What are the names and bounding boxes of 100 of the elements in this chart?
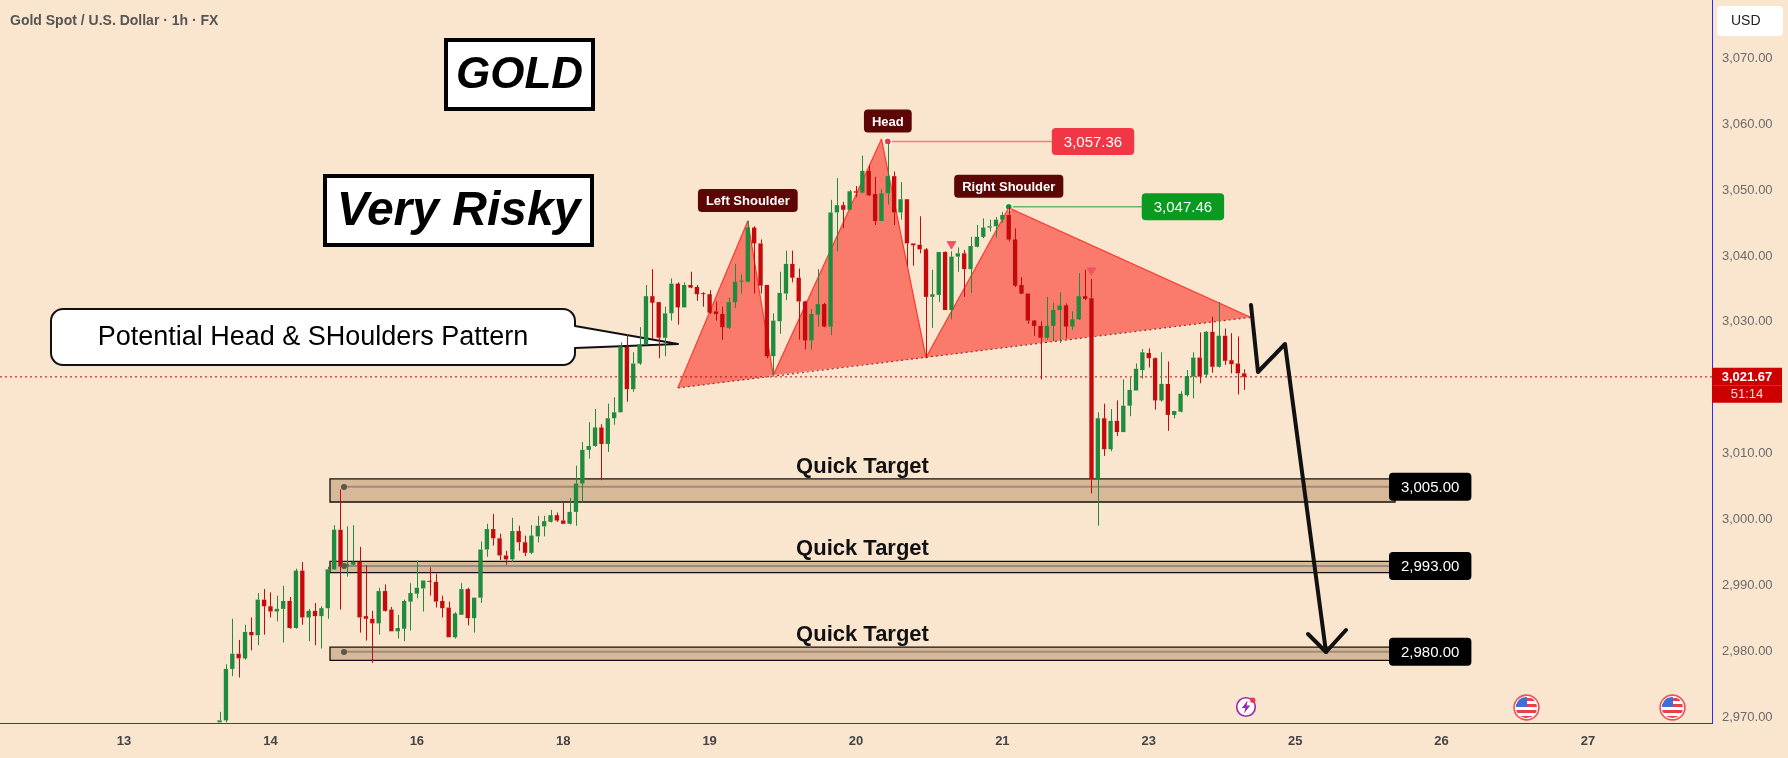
candlestick <box>783 250 789 301</box>
candlestick <box>1108 408 1113 452</box>
candlestick <box>777 271 782 335</box>
candlestick <box>955 246 960 273</box>
text: Gold Spot / U.S. Dollar · 1h · FX <box>10 11 220 28</box>
text: 51:14 <box>1730 385 1764 401</box>
candlestick <box>1070 310 1075 331</box>
candlestick <box>325 566 330 620</box>
annotation: Head <box>871 113 904 129</box>
candlestick <box>618 341 623 413</box>
candlestick <box>510 517 515 563</box>
candlestick <box>758 238 763 295</box>
candlestick <box>968 236 973 294</box>
candlestick <box>236 639 241 678</box>
candlestick <box>1114 399 1120 437</box>
x-tick-label: 19 <box>702 733 717 749</box>
candlestick <box>459 582 464 615</box>
y-tick-label: 2,970.00 <box>1722 709 1773 725</box>
candlestick <box>440 595 445 618</box>
y-tick-label: 3,050.00 <box>1722 181 1773 197</box>
candlestick <box>408 582 413 632</box>
candlestick <box>860 155 865 194</box>
candlestick <box>484 523 490 558</box>
band-label: Quick Target <box>796 452 930 478</box>
candlestick <box>1222 328 1228 366</box>
x-tick-label: 16 <box>409 733 425 749</box>
annotation: GOLD <box>456 47 583 97</box>
band-label: Quick Target <box>796 621 930 647</box>
y-tick-label: 3,070.00 <box>1722 49 1773 65</box>
candlestick <box>300 561 305 626</box>
candlestick <box>548 509 553 523</box>
candlestick <box>892 171 897 226</box>
candlestick <box>656 302 661 359</box>
candlestick <box>319 605 324 649</box>
candlestick <box>637 326 642 366</box>
ref-line-label: 3,057.36 <box>1063 132 1123 150</box>
x-tick-label: 20 <box>848 733 864 749</box>
candlestick <box>605 403 610 453</box>
candlestick <box>1229 332 1234 374</box>
candlestick <box>962 249 967 298</box>
ref-line-label: 2,980.00 <box>1401 642 1460 660</box>
y-tick-label: 3,060.00 <box>1722 115 1773 131</box>
y-tick-label: 3,010.00 <box>1722 445 1773 461</box>
candlestick <box>650 268 655 340</box>
candlestick <box>713 300 719 322</box>
x-tick-label: 26 <box>1434 733 1449 749</box>
annotation: Left Shoulder <box>705 193 790 209</box>
candlestick <box>567 497 572 525</box>
y-tick-label: 3,000.00 <box>1722 511 1773 527</box>
annotation: Right Shoulder <box>962 178 1056 194</box>
candlestick <box>503 550 509 566</box>
candlestick <box>809 308 814 351</box>
candlestick <box>427 566 432 597</box>
candlestick <box>599 423 604 481</box>
candlestick <box>268 591 273 618</box>
candlestick <box>707 289 712 315</box>
candlestick <box>255 592 260 646</box>
x-tick-label: 25 <box>1287 733 1303 749</box>
ref-line-label: 3,047.46 <box>1153 197 1213 215</box>
candlestick <box>720 306 725 341</box>
candlestick <box>522 535 528 557</box>
candlestick <box>631 351 636 393</box>
candlestick <box>1191 351 1196 399</box>
candlestick <box>841 201 846 229</box>
candlestick <box>586 421 591 459</box>
candlestick <box>363 564 369 642</box>
candlestick <box>580 441 585 504</box>
candlestick <box>1102 403 1107 457</box>
x-tick-label: 27 <box>1580 733 1596 749</box>
candlestick <box>917 215 922 254</box>
x-tick-label: 21 <box>995 733 1010 749</box>
annotation: Very Risky <box>336 181 583 235</box>
candlestick <box>1051 302 1056 342</box>
y-tick-label: 2,980.00 <box>1722 643 1773 659</box>
y-tick-label: 3,030.00 <box>1722 313 1773 329</box>
candlestick <box>987 219 992 233</box>
candlestick <box>771 312 776 376</box>
y-tick-label: 2,990.00 <box>1722 577 1773 593</box>
candlestick <box>688 271 693 289</box>
candlestick <box>529 524 534 555</box>
candlestick <box>249 616 254 651</box>
candlestick <box>491 513 496 547</box>
candlestick <box>1057 291 1062 344</box>
candlestick <box>853 185 859 198</box>
candlestick <box>790 250 795 283</box>
candlestick <box>885 140 890 205</box>
candlestick <box>815 268 820 328</box>
candlestick <box>389 606 394 632</box>
candlestick <box>1178 390 1183 413</box>
candlestick <box>1172 410 1177 419</box>
candlestick <box>1140 348 1145 380</box>
candlestick <box>847 189 852 211</box>
x-tick-label: 14 <box>263 733 279 749</box>
band-label: Quick Target <box>796 535 930 561</box>
x-tick-label: 18 <box>556 733 571 749</box>
candlestick <box>898 181 903 221</box>
candlestick <box>478 541 483 604</box>
candlestick <box>1025 293 1030 325</box>
candlestick <box>1095 411 1101 527</box>
candlestick <box>949 250 954 320</box>
